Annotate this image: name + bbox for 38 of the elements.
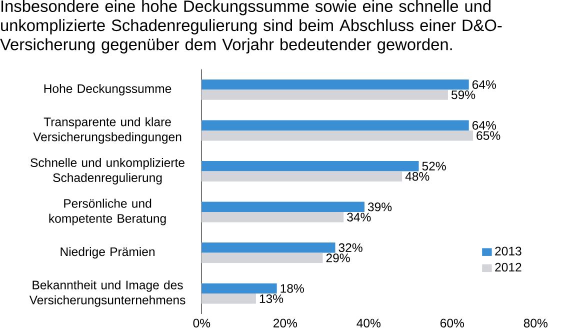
y-tick-label: Niedrige Prämien bbox=[60, 247, 154, 259]
data-label: 64% bbox=[472, 120, 496, 130]
bar bbox=[202, 160, 419, 172]
bar bbox=[202, 79, 469, 90]
y-tick-label: Bekanntheit und Image des Versicherungsunternehmens bbox=[29, 280, 186, 307]
bar bbox=[202, 212, 344, 222]
data-label: 52% bbox=[422, 162, 446, 170]
data-label: 29% bbox=[326, 254, 350, 262]
bar bbox=[202, 130, 474, 141]
bar bbox=[202, 242, 336, 253]
y-tick-label: Persönliche und kompetente Beratung bbox=[49, 198, 166, 226]
bar bbox=[202, 202, 364, 212]
y-tick-label: Schnelle und unkomplizierte Schadenregulierung bbox=[30, 158, 184, 184]
data-label: 18% bbox=[280, 284, 304, 293]
chart-title: Insbesondere eine hohe Deckungssumme sowie eine schnelle und unkomplizierte Schadenregulierung sind beim Abschluss einer D&O-Versicherung gegenüber dem Vorjahr bedeutender geworden. bbox=[0, 0, 502, 54]
legend-label: 2013 bbox=[495, 246, 522, 256]
y-tick-label: Transparente und klare Versicherungsbedingungen bbox=[33, 117, 182, 144]
x-tick-label: 0% bbox=[193, 318, 210, 328]
data-label: 64% bbox=[472, 80, 496, 89]
bar bbox=[202, 283, 277, 294]
data-label: 39% bbox=[368, 202, 392, 212]
data-label: 59% bbox=[451, 90, 476, 100]
data-label: 32% bbox=[338, 243, 362, 252]
data-label: 65% bbox=[476, 131, 500, 140]
data-label: 34% bbox=[347, 212, 371, 222]
data-label: 48% bbox=[405, 172, 430, 181]
legend-label: 2012 bbox=[495, 262, 522, 272]
bar bbox=[202, 171, 402, 182]
x-tick-label: 80% bbox=[524, 318, 548, 328]
y-tick-label: Hohe Deckungssumme bbox=[44, 84, 172, 96]
bar bbox=[202, 90, 448, 100]
bar bbox=[202, 294, 256, 304]
data-label: 13% bbox=[260, 294, 284, 304]
bar bbox=[202, 252, 323, 264]
x-tick-label: 40% bbox=[356, 318, 381, 328]
x-tick-label: 20% bbox=[273, 318, 298, 328]
x-tick-label: 60% bbox=[440, 318, 464, 328]
bar bbox=[202, 120, 469, 130]
